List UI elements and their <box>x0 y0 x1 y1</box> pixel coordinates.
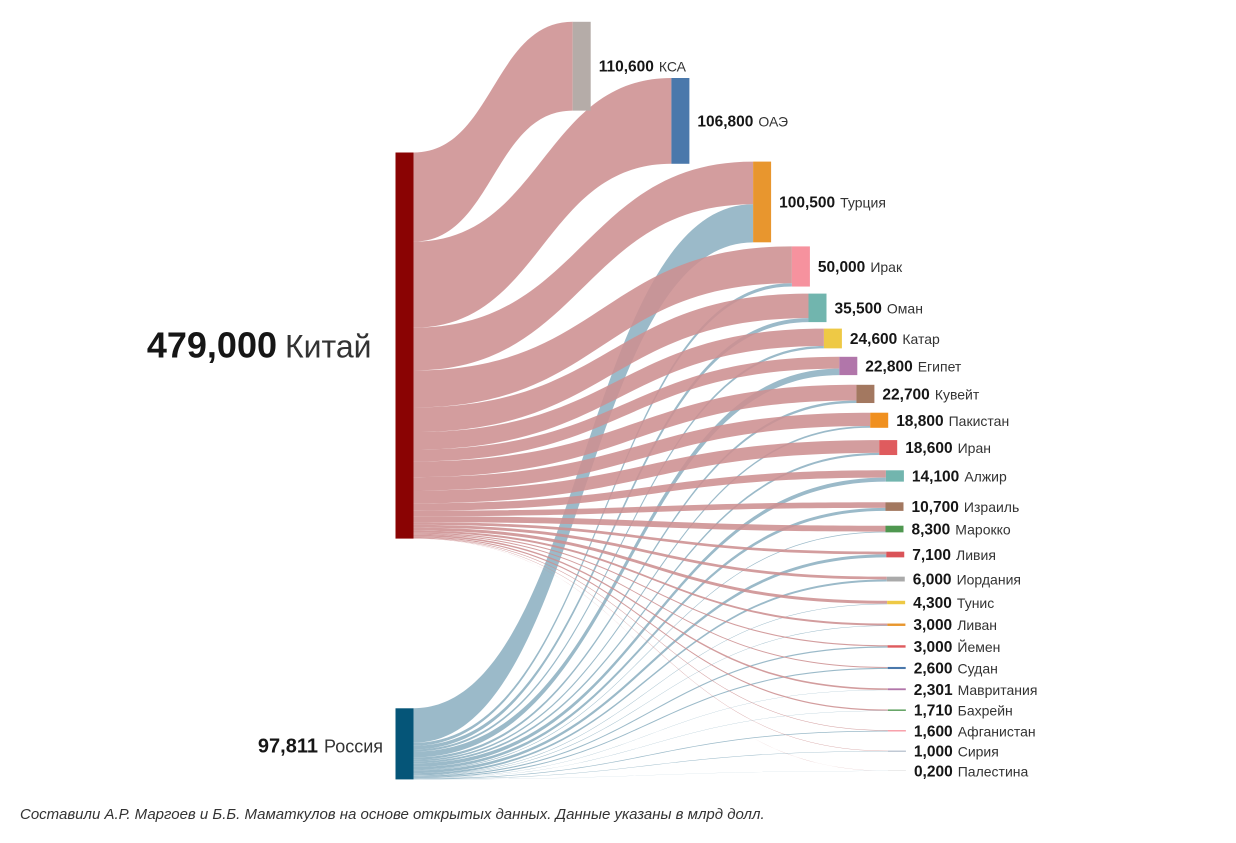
svg-text:Оман: Оман <box>887 300 923 316</box>
svg-text:6,000: 6,000 <box>913 572 952 589</box>
svg-text:Ливан: Ливан <box>957 617 997 633</box>
svg-text:ОАЭ: ОАЭ <box>758 113 788 129</box>
svg-text:Бахрейн: Бахрейн <box>958 703 1013 719</box>
svg-text:Ирак: Ирак <box>870 259 903 275</box>
svg-text:3,000: 3,000 <box>914 639 953 656</box>
svg-text:Тунис: Тунис <box>957 595 994 611</box>
svg-text:50,000: 50,000 <box>818 259 865 276</box>
svg-text:35,500: 35,500 <box>835 300 882 317</box>
svg-text:18,800: 18,800 <box>896 413 943 430</box>
svg-text:Афганистан: Афганистан <box>958 723 1036 739</box>
svg-text:Кувейт: Кувейт <box>935 386 980 402</box>
svg-text:2,301: 2,301 <box>914 682 953 699</box>
svg-text:Судан: Судан <box>958 660 998 676</box>
svg-text:Турция: Турция <box>840 194 886 210</box>
svg-text:10,700: 10,700 <box>912 499 959 516</box>
svg-text:Иран: Иран <box>958 440 991 456</box>
svg-text:18,600: 18,600 <box>905 440 952 457</box>
svg-text:Израиль: Израиль <box>964 499 1019 515</box>
svg-text:Пакистан: Пакистан <box>949 413 1010 429</box>
svg-text:Катар: Катар <box>902 331 940 347</box>
svg-text:Палестина: Палестина <box>958 763 1029 779</box>
svg-text:24,600: 24,600 <box>850 331 897 348</box>
svg-text:Россия: Россия <box>324 736 383 756</box>
svg-text:Египет: Египет <box>918 358 962 374</box>
svg-text:2,600: 2,600 <box>914 660 953 677</box>
svg-text:Алжир: Алжир <box>964 468 1007 484</box>
svg-text:1,600: 1,600 <box>914 723 953 740</box>
svg-text:7,100: 7,100 <box>912 547 951 564</box>
svg-text:22,700: 22,700 <box>882 386 929 403</box>
svg-text:Ливия: Ливия <box>956 547 996 563</box>
svg-text:22,800: 22,800 <box>865 358 912 375</box>
svg-text:Иордания: Иордания <box>957 572 1021 588</box>
svg-text:1,000: 1,000 <box>914 744 953 761</box>
svg-text:14,100: 14,100 <box>912 468 959 485</box>
svg-text:106,800: 106,800 <box>697 113 753 130</box>
svg-text:Марокко: Марокко <box>955 522 1011 538</box>
svg-text:110,600: 110,600 <box>599 59 654 76</box>
svg-text:0,200: 0,200 <box>914 763 953 780</box>
svg-text:4,300: 4,300 <box>913 595 952 612</box>
svg-text:Йемен: Йемен <box>957 638 1000 655</box>
svg-text:Китай: Китай <box>285 329 371 365</box>
svg-text:КСА: КСА <box>659 59 687 75</box>
svg-text:479,000: 479,000 <box>147 325 277 366</box>
svg-text:100,500: 100,500 <box>779 194 835 211</box>
svg-text:1,710: 1,710 <box>914 703 953 720</box>
svg-text:97,811: 97,811 <box>258 735 318 757</box>
svg-text:Мавритания: Мавритания <box>958 682 1038 698</box>
svg-text:8,300: 8,300 <box>912 522 951 539</box>
svg-text:3,000: 3,000 <box>913 617 952 634</box>
svg-text:Сирия: Сирия <box>958 744 999 760</box>
